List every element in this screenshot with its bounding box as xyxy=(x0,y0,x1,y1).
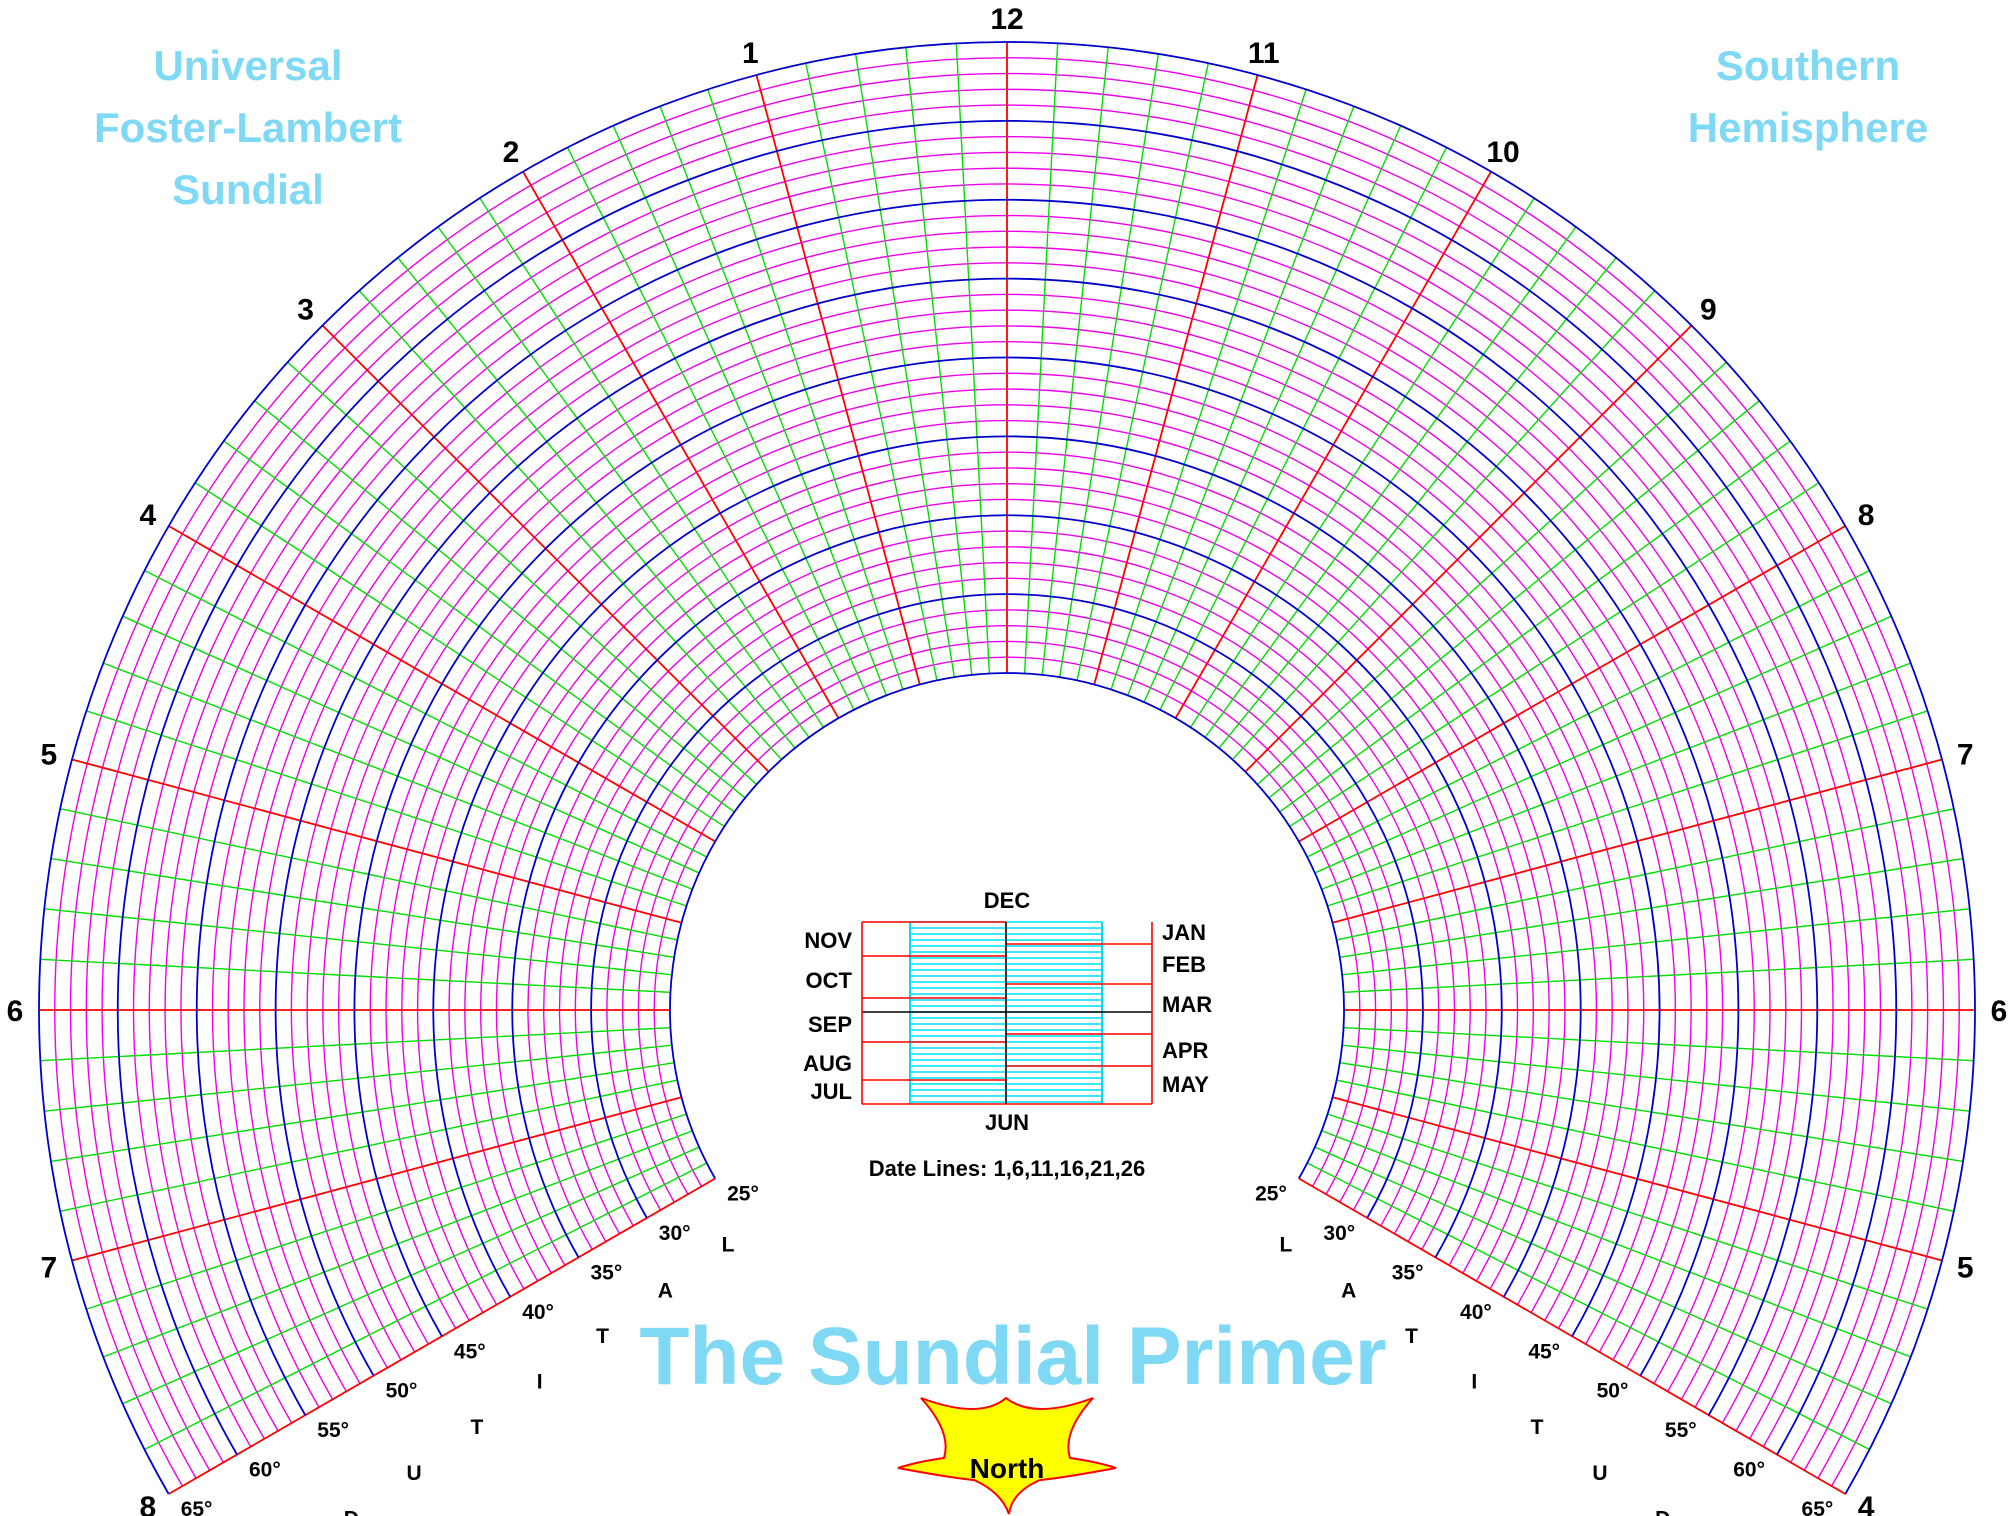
latitude-labels: 25° 25° 30° 30° 35° 35° 40° 40° 45° 45° 50° 50° 55° 5… xyxy=(181,1183,1834,1516)
latitude-value-right: 25° xyxy=(1255,1183,1287,1206)
title-left-line-2: Foster-Lambert xyxy=(94,104,402,151)
date-calendar: DEC JUN NOV OCT SEP AUG JUL JAN FEB MAR … xyxy=(803,888,1212,1181)
latitude-value-right: 65° xyxy=(1802,1498,1834,1516)
month-top: DEC xyxy=(984,888,1031,913)
hour-label-9: 9 xyxy=(1700,294,1717,327)
hour-label-8: 8 xyxy=(140,1491,157,1516)
latitude-letter-left: D xyxy=(344,1508,359,1516)
latitude-value-left: 50° xyxy=(386,1380,418,1403)
north-arrow-shape xyxy=(897,1396,1117,1515)
title-left-line-3: Sundial xyxy=(172,166,324,213)
latitude-letter-left: I xyxy=(537,1371,543,1394)
dial-grid xyxy=(38,41,1976,1495)
latitude-arc xyxy=(353,356,1661,1337)
hour-label-7: 7 xyxy=(1957,738,1974,771)
month-may: MAY xyxy=(1162,1072,1209,1097)
hour-label-2: 2 xyxy=(503,136,520,169)
latitude-letter-right: U xyxy=(1592,1462,1607,1485)
latitude-value-left: 35° xyxy=(591,1261,623,1284)
main-title: The Sundial Primer xyxy=(639,1311,1386,1402)
title-left: Universal Foster-Lambert Sundial xyxy=(94,42,402,213)
latitude-arc xyxy=(274,277,1740,1377)
title-right-line-1: Southern xyxy=(1716,42,1900,89)
month-jan: JAN xyxy=(1162,920,1206,945)
hour-label-7: 7 xyxy=(40,1252,57,1285)
title-left-line-1: Universal xyxy=(153,42,342,89)
hour-label-4: 4 xyxy=(140,499,157,532)
hour-label-1: 1 xyxy=(742,37,759,70)
latitude-value-left: 30° xyxy=(659,1222,691,1245)
latitude-letter-right: L xyxy=(1279,1234,1292,1257)
latitude-letter-left: L xyxy=(722,1234,735,1257)
latitude-value-left: 45° xyxy=(454,1340,486,1363)
latitude-arc xyxy=(590,593,1424,1219)
date-lines-label: Date Lines: 1,6,11,16,21,26 xyxy=(869,1156,1145,1181)
north-arrow: North xyxy=(897,1396,1117,1515)
hour-label-6: 6 xyxy=(1991,995,2008,1028)
hour-label-5: 5 xyxy=(1957,1252,1974,1285)
month-aug: AUG xyxy=(803,1051,852,1076)
month-feb: FEB xyxy=(1162,952,1206,977)
title-right-line-2: Hemisphere xyxy=(1688,104,1928,151)
title-right: Southern Hemisphere xyxy=(1688,42,1928,151)
latitude-value-right: 40° xyxy=(1460,1301,1492,1324)
month-bottom: JUN xyxy=(985,1110,1029,1135)
hour-label-3: 3 xyxy=(297,294,314,327)
month-oct: OCT xyxy=(806,968,853,993)
north-label: North xyxy=(970,1453,1045,1484)
hour-label-10: 10 xyxy=(1486,136,1519,169)
latitude-value-left: 25° xyxy=(727,1183,759,1206)
month-jul: JUL xyxy=(810,1079,852,1104)
latitude-letter-left: A xyxy=(658,1279,673,1302)
latitude-arc xyxy=(116,119,1898,1456)
latitude-value-right: 60° xyxy=(1733,1459,1765,1482)
hour-label-5: 5 xyxy=(40,738,57,771)
latitude-value-right: 35° xyxy=(1392,1261,1424,1284)
latitude-value-left: 65° xyxy=(181,1498,213,1516)
hour-label-6: 6 xyxy=(7,995,24,1028)
hour-label-8: 8 xyxy=(1858,499,1875,532)
latitude-arc xyxy=(511,514,1503,1258)
latitude-letter-right: D xyxy=(1655,1508,1670,1516)
latitude-value-right: 50° xyxy=(1597,1380,1629,1403)
latitude-letter-left: T xyxy=(470,1416,483,1439)
latitude-value-right: 55° xyxy=(1665,1419,1697,1442)
hour-label-4: 4 xyxy=(1858,1491,1875,1516)
month-apr: APR xyxy=(1162,1038,1209,1063)
latitude-value-left: 60° xyxy=(249,1459,281,1482)
latitude-letter-left: U xyxy=(407,1462,422,1485)
latitude-letter-right: I xyxy=(1471,1371,1477,1394)
month-sep: SEP xyxy=(808,1012,852,1037)
hour-label-11: 11 xyxy=(1248,37,1280,70)
hour-label-12: 12 xyxy=(990,3,1023,36)
latitude-arc xyxy=(38,41,1976,1495)
latitude-letter-right: A xyxy=(1341,1279,1356,1302)
month-mar: MAR xyxy=(1162,992,1212,1017)
latitude-letter-left: T xyxy=(596,1325,609,1348)
latitude-arc xyxy=(432,435,1582,1298)
month-nov: NOV xyxy=(804,928,852,953)
latitude-value-right: 30° xyxy=(1323,1222,1355,1245)
latitude-letter-right: T xyxy=(1405,1325,1418,1348)
latitude-value-right: 45° xyxy=(1528,1340,1560,1363)
latitude-arc xyxy=(195,198,1819,1416)
latitude-value-left: 40° xyxy=(522,1301,554,1324)
latitude-arc xyxy=(669,672,1345,1179)
latitude-letter-right: T xyxy=(1531,1416,1544,1439)
latitude-value-left: 55° xyxy=(317,1419,349,1442)
